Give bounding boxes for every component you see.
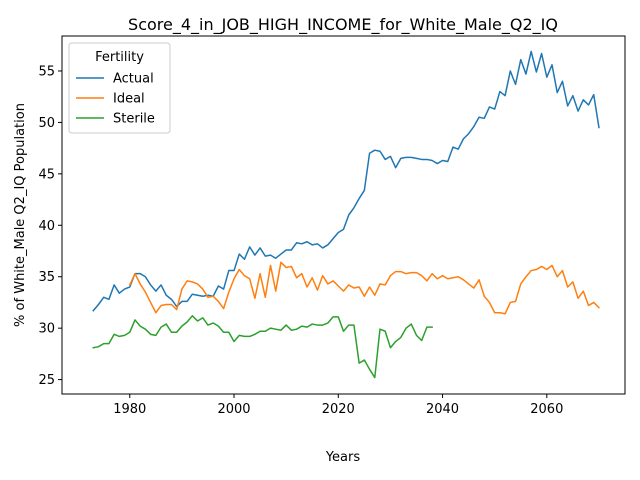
plot-series (92, 50, 601, 379)
legend-label-actual: Actual (113, 72, 154, 87)
legend-label-sterile: Sterile (113, 112, 155, 127)
x-tick-label: 2020 (322, 402, 355, 417)
x-tick-label: 1980 (113, 402, 146, 417)
series-line-sterile (92, 315, 433, 379)
legend-label-ideal: Ideal (113, 92, 145, 107)
y-tick-label: 35 (38, 270, 55, 285)
y-axis-label: % of White_Male Q2_IQ Population (13, 103, 28, 327)
y-tick-label: 50 (38, 116, 55, 131)
plot-frame (61, 35, 626, 395)
y-tick-label: 45 (38, 167, 55, 182)
x-axis: 1980 2000 2020 2040 2060 (113, 394, 563, 417)
y-tick-label: 25 (38, 373, 55, 388)
x-tick-label: 2060 (530, 402, 563, 417)
x-tick-label: 2040 (426, 402, 459, 417)
series-line-ideal (128, 261, 601, 315)
y-axis: 25 30 35 40 45 50 55 (38, 64, 62, 388)
chart-title: Score_4_in_JOB_HIGH_INCOME_for_White_Mal… (128, 15, 558, 35)
x-axis-label: Years (325, 450, 361, 465)
legend-box (68, 42, 171, 134)
y-tick-label: 55 (38, 64, 55, 79)
x-tick-label: 2000 (217, 402, 250, 417)
y-tick-label: 40 (38, 219, 55, 234)
legend-title: Fertility (95, 50, 144, 65)
legend: Fertility Actual Ideal Sterile (68, 42, 171, 134)
y-tick-label: 30 (38, 322, 55, 337)
legend-items: Actual Ideal Sterile (76, 72, 155, 127)
